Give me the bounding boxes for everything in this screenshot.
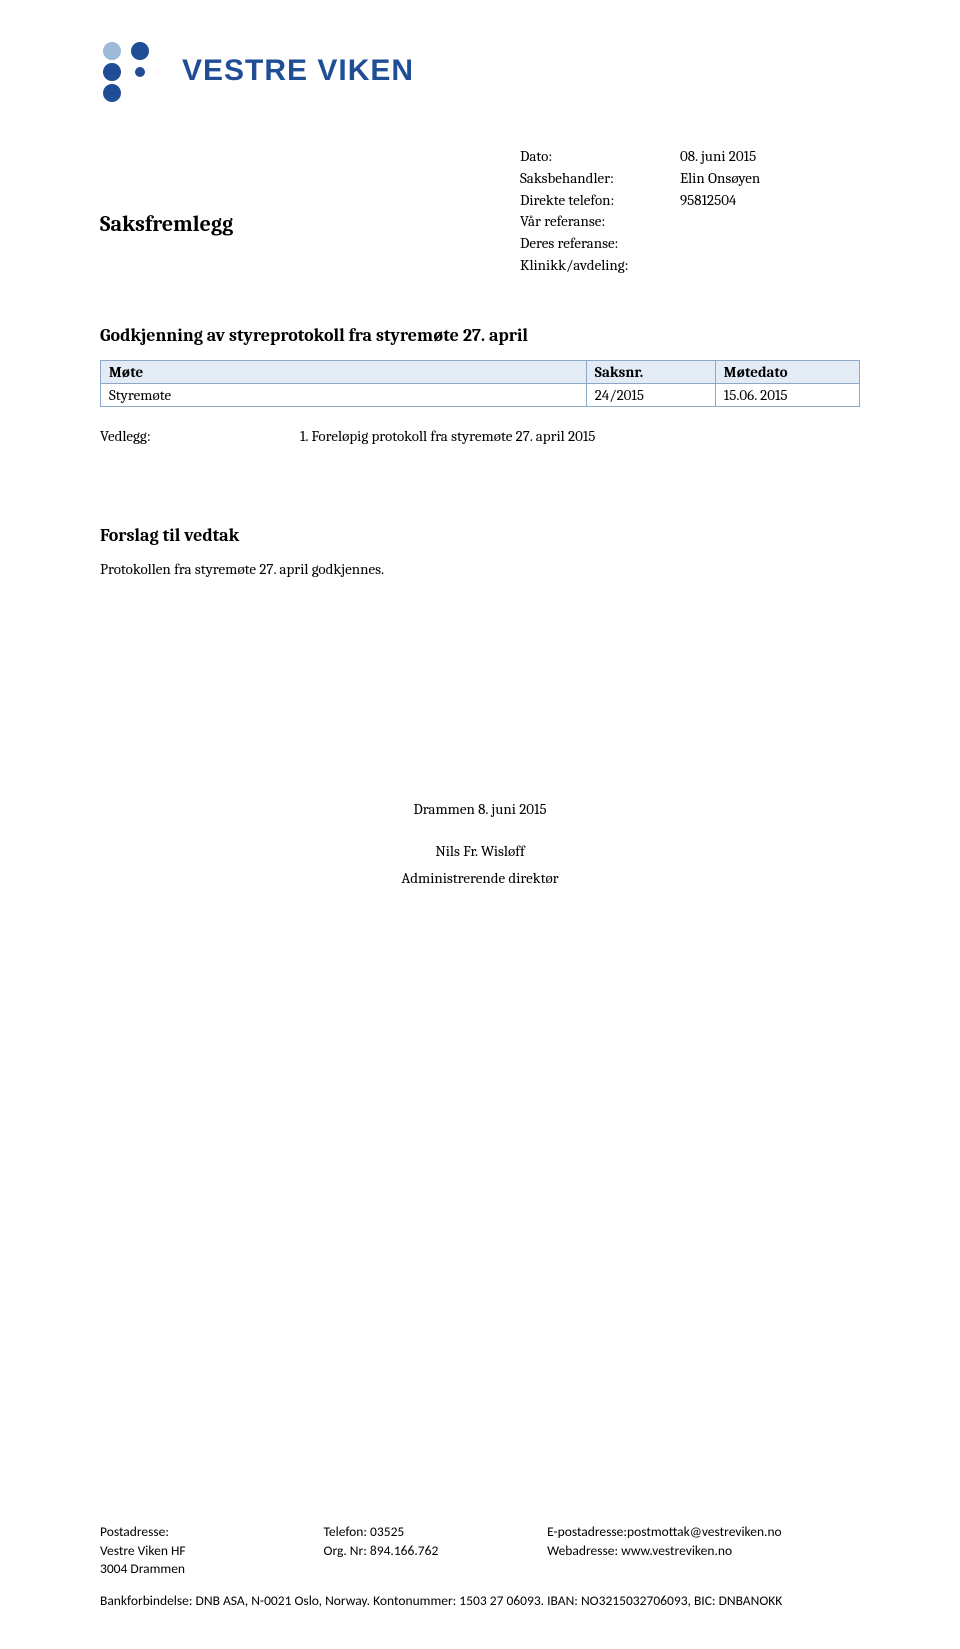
proposal-text: Protokollen fra styremøte 27. april godk… <box>100 560 860 578</box>
footer-line: Vestre Viken HF <box>100 1542 324 1560</box>
document-title: Saksfremlegg <box>100 211 420 237</box>
meta-block: Dato: 08. juni 2015 Saksbehandler: Elin … <box>520 146 860 277</box>
meta-label: Klinikk/avdeling: <box>520 255 680 277</box>
meta-value: 95812504 <box>680 190 860 212</box>
meta-row: Saksbehandler: Elin Onsøyen <box>520 168 860 190</box>
signature-place-date: Drammen 8. juni 2015 <box>100 798 860 821</box>
footer-col-address: Postadresse: Vestre Viken HF 3004 Dramme… <box>100 1523 324 1578</box>
footer-bank: Bankforbindelse: DNB ASA, N-0021 Oslo, N… <box>100 1592 860 1609</box>
footer-line: E-postadresse:postmottak@vestreviken.no <box>547 1523 860 1541</box>
proposal-title: Forslag til vedtak <box>100 525 860 546</box>
meta-row: Klinikk/avdeling: <box>520 255 860 277</box>
footer-col-phone: Telefon: 03525 Org. Nr: 894.166.762 <box>324 1523 548 1578</box>
table-header: Møtedato <box>715 360 859 383</box>
meta-value <box>680 211 860 233</box>
meta-row: Deres referanse: <box>520 233 860 255</box>
footer-line: Telefon: 03525 <box>324 1523 548 1541</box>
header-row: Saksfremlegg Dato: 08. juni 2015 Saksbeh… <box>100 146 860 277</box>
table-cell: 24/2015 <box>586 383 715 406</box>
meta-label: Vår referanse: <box>520 211 680 233</box>
footer-col-web: E-postadresse:postmottak@vestreviken.no … <box>547 1523 860 1578</box>
attachments-text: 1. Foreløpig protokoll fra styremøte 27.… <box>300 427 595 445</box>
meta-row: Vår referanse: <box>520 211 860 233</box>
meta-label: Deres referanse: <box>520 233 680 255</box>
table-cell: Styremøte <box>101 383 587 406</box>
footer-line: Org. Nr: 894.166.762 <box>324 1542 548 1560</box>
footer: Postadresse: Vestre Viken HF 3004 Dramme… <box>100 1523 860 1609</box>
footer-line: Webadresse: www.vestreviken.no <box>547 1542 860 1560</box>
logo-dots-icon <box>100 40 170 102</box>
table-header: Møte <box>101 360 587 383</box>
meta-value <box>680 255 860 277</box>
meta-label: Direkte telefon: <box>520 190 680 212</box>
logo-text: VESTRE VIKEN <box>182 54 414 88</box>
meta-value: Elin Onsøyen <box>680 168 860 190</box>
attachments: Vedlegg: 1. Foreløpig protokoll fra styr… <box>100 427 860 445</box>
footer-line: Postadresse: <box>100 1523 324 1541</box>
signature-title: Administrerende direktør <box>100 867 860 890</box>
meta-label: Saksbehandler: <box>520 168 680 190</box>
signature-block: Drammen 8. juni 2015 Nils Fr. Wisløff Ad… <box>100 798 860 890</box>
meeting-table: Møte Saksnr. Møtedato Styremøte 24/2015 … <box>100 360 860 407</box>
table-row: Styremøte 24/2015 15.06. 2015 <box>101 383 860 406</box>
attachments-label: Vedlegg: <box>100 427 300 445</box>
table-cell: 15.06. 2015 <box>715 383 859 406</box>
footer-columns: Postadresse: Vestre Viken HF 3004 Dramme… <box>100 1523 860 1578</box>
approval-title: Godkjenning av styreprotokoll fra styrem… <box>100 325 860 346</box>
meta-row: Direkte telefon: 95812504 <box>520 190 860 212</box>
table-header: Saksnr. <box>586 360 715 383</box>
signature-name: Nils Fr. Wisløff <box>100 840 860 863</box>
footer-line: 3004 Drammen <box>100 1560 324 1578</box>
logo: VESTRE VIKEN <box>100 40 860 102</box>
meta-row: Dato: 08. juni 2015 <box>520 146 860 168</box>
meta-label: Dato: <box>520 146 680 168</box>
meta-value <box>680 233 860 255</box>
meta-value: 08. juni 2015 <box>680 146 860 168</box>
